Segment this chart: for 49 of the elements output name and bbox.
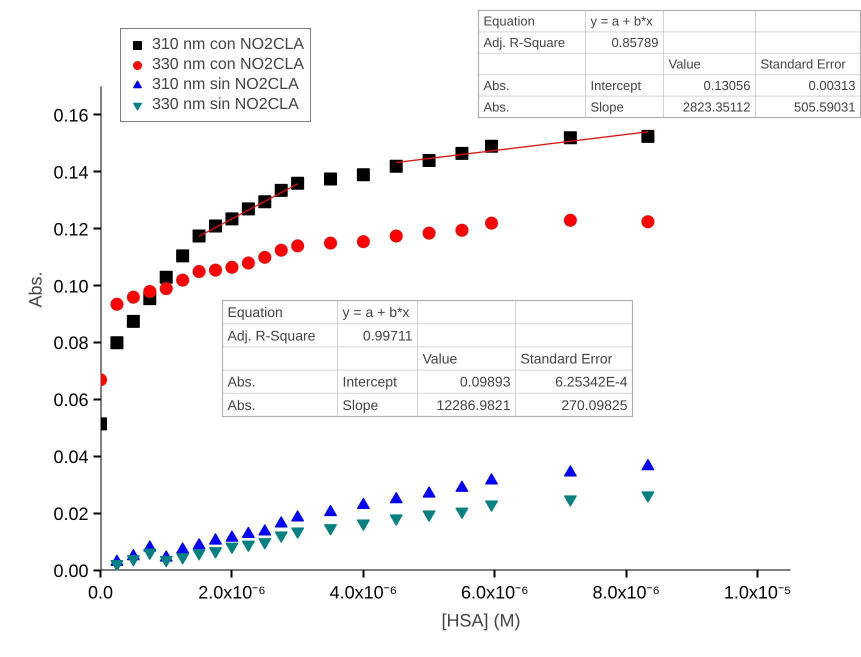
annotation: 6.25342E-4 — [555, 374, 628, 390]
x-tick-label: 2.0x10⁻⁶ — [198, 582, 266, 602]
annotation: 12286.9821 — [436, 396, 511, 413]
x-tick-label: 6.0x10⁻⁶ — [461, 582, 529, 602]
annotation: 0.99711 — [362, 327, 413, 344]
y-tick-label: 0.14 — [53, 162, 89, 182]
legend-label: 310 nm sin NO2CLA — [152, 76, 299, 94]
x-tick-label: 1.0x10⁻⁵ — [724, 582, 792, 602]
y-tick-label: 0.08 — [53, 333, 89, 354]
annotation: Abs. — [484, 99, 510, 114]
legend-label: 330 nm sin NO2CLA — [152, 96, 299, 114]
annotation: Slope — [342, 396, 379, 413]
annotation: Standard Error — [520, 350, 613, 366]
annotation: Adj. R-Square — [228, 327, 316, 344]
annotation: 270.09825 — [561, 396, 628, 413]
annotation: Abs. — [228, 374, 256, 390]
annotation: Intercept — [590, 78, 642, 93]
annotation: 0.13056 — [704, 78, 751, 93]
annotation: Abs. — [228, 396, 256, 413]
annotation: Value — [422, 350, 458, 366]
text: y = a + b*x — [590, 14, 654, 29]
text: Equation — [484, 14, 535, 29]
annotation: 0.09893 — [460, 374, 511, 390]
y-tick-label: 0.10 — [53, 276, 89, 296]
annotation: Slope — [590, 99, 624, 114]
y-tick-label: 0.04 — [53, 447, 89, 468]
x-tick-label: 4.0x10⁻⁶ — [330, 582, 398, 602]
legend-label: 330 nm con NO2CLA — [152, 56, 304, 74]
x-tick-label: 8.0x10⁻⁶ — [592, 582, 660, 602]
y-tick-label: 0.06 — [53, 390, 89, 410]
annotation: 2823.35112 — [682, 99, 750, 114]
text: 0.85789 — [612, 35, 659, 50]
annotation: y = a + b*x — [342, 304, 410, 320]
annotation: Abs. — [484, 78, 510, 93]
y-tick-label: 0.12 — [53, 219, 89, 240]
annotation: Equation — [228, 304, 283, 320]
legend-label: 310 nm con NO2CLA — [152, 36, 304, 54]
annotation: Intercept — [342, 374, 398, 390]
text: Value — [668, 56, 701, 72]
y-axis-title: Abs. — [25, 271, 46, 308]
x-tick-label: 0.0 — [88, 582, 114, 602]
text: Adj. R-Square — [484, 35, 566, 50]
text: 0.00313 — [808, 78, 856, 93]
y-tick-label: 0.02 — [53, 504, 89, 524]
x-axis-title: [HSA] (M) — [442, 610, 520, 630]
y-tick-label: 0.16 — [53, 105, 89, 126]
text: 505.59031 — [794, 99, 856, 114]
y-tick-label: 0.00 — [53, 561, 89, 581]
text: Standard Error — [760, 56, 846, 72]
